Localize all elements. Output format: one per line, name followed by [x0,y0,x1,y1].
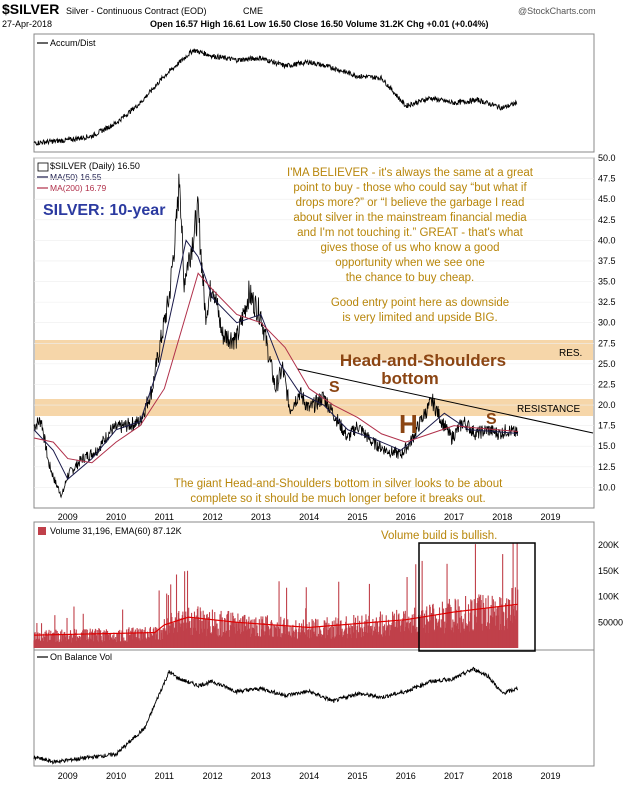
price-tick-label: 37.5 [598,256,616,266]
price-tick-label: 45.0 [598,194,616,204]
believer-line-5: gives those of us who know a good [320,242,499,254]
price-panel [33,157,595,509]
volume-legend: Volume 31,196, EMA(60) 87.12K [50,526,182,536]
price-tick-label: 35.0 [598,277,616,287]
price-tick-label: 42.5 [598,215,616,225]
year-tick-label: 2019 [541,512,561,522]
year-tick-label: 2018 [492,771,512,781]
price-tick-label: 32.5 [598,297,616,307]
year-tick-label: 2012 [203,512,223,522]
believer-line-6: opportunity when we see one [335,257,485,269]
year-tick-label: 2014 [299,771,319,781]
year-tick-label: 2014 [299,512,319,522]
price-tick-label: 30.0 [598,318,616,328]
accum-panel [33,33,595,153]
price-tick-label: 10.0 [598,482,616,492]
price-tick-label: 47.5 [598,174,616,184]
year-tick-label: 2016 [396,512,416,522]
price-line [33,173,519,499]
year-tick-label: 2016 [396,771,416,781]
believer-line-3: about silver in the mainstream financial… [293,212,527,224]
price-series [33,173,519,499]
bottom-note: The giant Head-and-Shoulders bottom in s… [174,478,503,505]
resistance-label: RESISTANCE [517,404,580,415]
year-tick-label: 2010 [106,512,126,522]
believer-line-0: I'MA BELIEVER - it's always the same at … [287,167,534,179]
entry-annotation: Good entry point here as downside is ver… [331,297,509,324]
price-legend-ma50: MA(50) 16.55 [50,172,102,182]
bottom-note-line-0: The giant Head-and-Shoulders bottom in s… [174,478,503,490]
volume-tick-label: 50000 [598,617,623,627]
accum-line [33,48,518,147]
obv-legend: On Balance Vol [50,652,112,662]
ma200-line [33,272,518,464]
header-name: Silver - Continuous Contract (EOD) [66,6,207,16]
price-tick-label: 25.0 [598,359,616,369]
price-x-ticks: 2009 2010 2011 2012 2013 2014 2015 2016 2017 2018… [58,512,561,522]
volume-y-ticks: 50000 100K 150K 200K [598,540,623,627]
believer-line-1: point to buy - those who could say “but … [293,182,527,194]
year-tick-label: 2009 [58,512,78,522]
neckline [297,368,594,434]
year-tick-label: 2012 [203,771,223,781]
volume-tick-label: 100K [598,592,619,602]
price-tick-label: 22.5 [598,379,616,389]
price-tick-label: 12.5 [598,462,616,472]
hs-line-0: Head-and-Shoulders [340,351,506,370]
year-tick-label: 2019 [541,771,561,781]
head-label: H [399,409,418,439]
volume-tick-label: 200K [598,540,619,550]
year-tick-label: 2015 [347,771,367,781]
volume-note: Volume build is bullish. [381,530,497,542]
year-tick-label: 2017 [444,771,464,781]
obv-line [33,666,519,765]
header-date: 27-Apr-2018 [2,19,52,29]
price-legend-symbol: $SILVER (Daily) 16.50 [50,161,140,171]
year-tick-label: 2011 [155,512,174,522]
year-tick-label: 2011 [155,771,174,781]
year-tick-label: 2009 [58,771,78,781]
header-exchange: CME [243,6,263,16]
price-tick-label: 15.0 [598,441,616,451]
believer-line-2: drops more?” or “I believe the garbage I… [296,197,525,209]
accum-series [33,48,518,147]
price-tick-label: 27.5 [598,338,616,348]
volume-highlight-box [418,542,536,652]
shoulder-left-label: S [329,379,340,396]
year-tick-label: 2010 [106,771,126,781]
volume-tick-label: 150K [598,566,619,576]
header-ohlc: Open 16.57 High 16.61 Low 16.50 Close 16… [150,19,488,29]
hs-line-1: bottom [381,369,439,388]
year-tick-label: 2018 [492,512,512,522]
obv-x-ticks: 2009 2010 2011 2012 2013 2014 2015 2016 2017 2018… [58,771,561,781]
believer-annotation: I'MA BELIEVER - it's always the same at … [287,167,534,284]
price-tick-label: 50.0 [598,153,616,163]
entry-line-1: is very limited and upside BIG. [342,312,497,324]
accum-legend: Accum/Dist [50,38,96,48]
year-tick-label: 2015 [347,512,367,522]
entry-line-0: Good entry point here as downside [331,297,509,309]
price-legend-ma200: MA(200) 16.79 [50,183,106,193]
obv-series [33,666,519,765]
volume-ema-line [33,603,518,636]
header-symbol: $SILVER [2,1,59,17]
believer-line-4: and I'm not touching it.” GREAT - that's… [297,227,524,239]
hs-label: Head-and-Shoulders bottom [340,351,506,388]
year-tick-label: 2013 [251,771,271,781]
price-tick-label: 17.5 [598,421,616,431]
shoulder-right-label: S [486,411,497,428]
price-y-ticks: 10.0 12.5 15.0 17.5 20.0 22.5 25.0 27.5 30.0 32.5… [598,153,616,492]
header-watermark: @StockCharts.com [518,6,596,16]
year-tick-label: 2013 [251,512,271,522]
price-tick-label: 40.0 [598,235,616,245]
price-tick-label: 20.0 [598,400,616,410]
believer-line-7: the chance to buy cheap. [346,272,475,284]
res-label: RES. [559,348,582,359]
obv-panel [33,649,595,767]
bottom-note-line-1: complete so it should be much longer bef… [190,493,485,505]
year-tick-label: 2017 [444,512,464,522]
title-label: SILVER: 10-year [43,202,165,219]
